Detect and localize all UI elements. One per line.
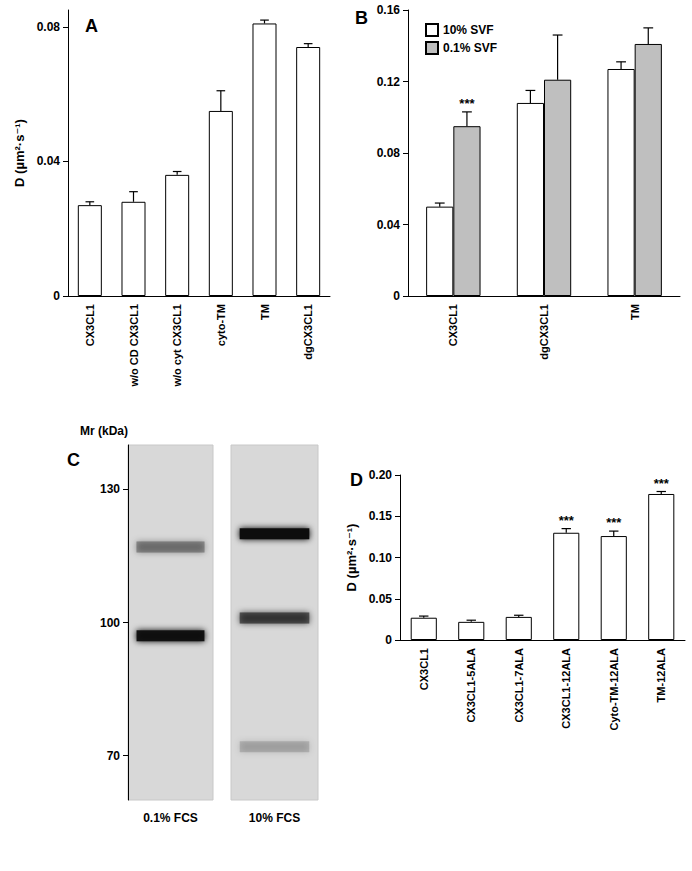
svg-text:cyto-TM: cyto-TM <box>215 304 227 346</box>
svg-text:CX3CL1-5ALA: CX3CL1-5ALA <box>465 648 477 723</box>
svg-text:0.15: 0.15 <box>369 509 393 523</box>
svg-text:TM-12ALA: TM-12ALA <box>655 648 667 702</box>
svg-text:CX3CL1: CX3CL1 <box>84 304 96 346</box>
svg-text:***: *** <box>654 476 670 491</box>
svg-text:0.04: 0.04 <box>37 154 61 168</box>
svg-text:130: 130 <box>100 482 120 496</box>
svg-text:TM: TM <box>629 304 641 320</box>
svg-text:100: 100 <box>100 616 120 630</box>
svg-text:dgCX3CL1: dgCX3CL1 <box>538 304 550 360</box>
svg-text:0.08: 0.08 <box>37 20 61 34</box>
svg-text:***: *** <box>559 513 575 528</box>
svg-text:D (µm²·s⁻¹): D (µm²·s⁻¹) <box>344 524 359 592</box>
svg-text:D (µm²·s⁻¹): D (µm²·s⁻¹) <box>12 119 27 187</box>
svg-text:Mr (kDa): Mr (kDa) <box>80 424 128 438</box>
svg-text:0: 0 <box>393 289 400 303</box>
svg-text:0.1% SVF: 0.1% SVF <box>443 41 497 55</box>
svg-text:TM: TM <box>259 304 271 320</box>
svg-text:CX3CL1-7ALA: CX3CL1-7ALA <box>513 648 525 723</box>
svg-text:B: B <box>355 8 368 28</box>
svg-text:0.08: 0.08 <box>377 146 401 160</box>
svg-text:0: 0 <box>53 289 60 303</box>
svg-text:CX3CL1: CX3CL1 <box>447 304 459 346</box>
svg-text:0.1% FCS: 0.1% FCS <box>143 811 198 825</box>
svg-text:D: D <box>350 470 363 490</box>
svg-text:dgCX3CL1: dgCX3CL1 <box>302 304 314 360</box>
svg-text:0.12: 0.12 <box>377 75 401 89</box>
svg-text:Cyto-TM-12ALA: Cyto-TM-12ALA <box>608 648 620 731</box>
svg-text:0.10: 0.10 <box>369 551 393 565</box>
svg-text:0.04: 0.04 <box>377 218 401 232</box>
svg-text:0.16: 0.16 <box>377 3 401 17</box>
svg-text:w/o cyt CX3CL1: w/o cyt CX3CL1 <box>171 304 183 388</box>
svg-text:70: 70 <box>107 749 121 763</box>
svg-text:0: 0 <box>385 633 392 647</box>
svg-text:C: C <box>67 450 80 470</box>
svg-text:0.20: 0.20 <box>369 468 393 482</box>
svg-text:0.05: 0.05 <box>369 592 393 606</box>
svg-text:CX3CL1: CX3CL1 <box>418 648 430 690</box>
svg-text:A: A <box>85 16 98 36</box>
svg-text:10% FCS: 10% FCS <box>249 811 300 825</box>
svg-text:10% SVF: 10% SVF <box>443 23 494 37</box>
svg-text:w/o CD CX3CL1: w/o CD CX3CL1 <box>128 304 140 388</box>
svg-text:***: *** <box>606 515 622 530</box>
svg-text:***: *** <box>459 96 475 111</box>
svg-text:CX3CL1-12ALA: CX3CL1-12ALA <box>560 648 572 729</box>
